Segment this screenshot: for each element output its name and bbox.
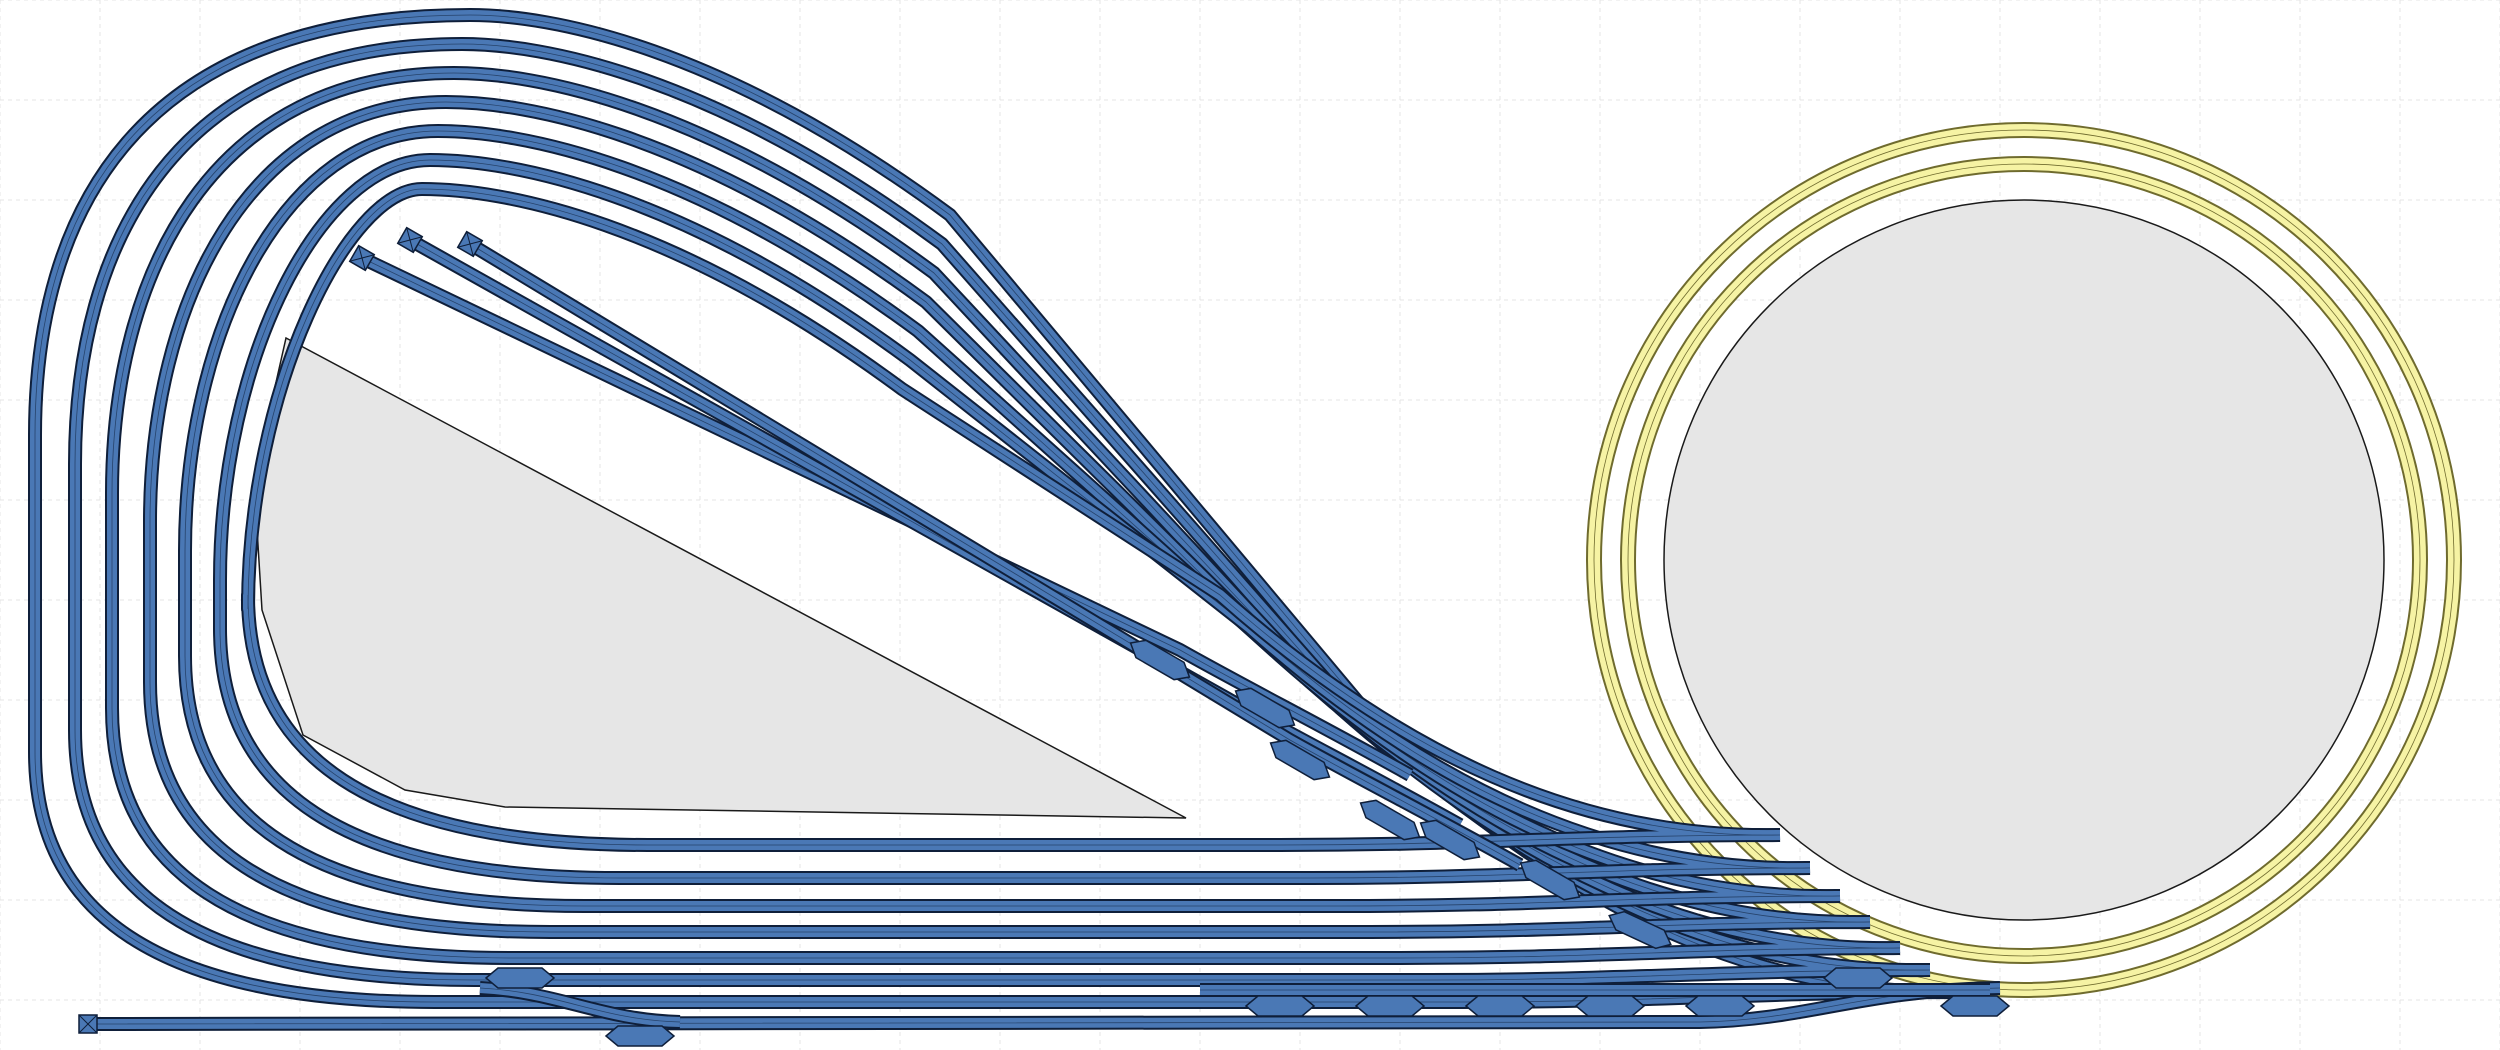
turnout — [1822, 967, 1894, 989]
buffer-stop — [396, 226, 424, 254]
turnout — [1519, 859, 1581, 901]
loop-ring-centerline — [1627, 163, 2421, 957]
turnout — [1574, 995, 1646, 1017]
fan-track — [241, 182, 1781, 852]
buffer-stop — [456, 230, 484, 258]
turnout — [1359, 799, 1421, 841]
buffer-stop — [78, 1014, 98, 1034]
turnout — [1244, 995, 1316, 1017]
round-platform — [1663, 199, 2385, 921]
turnout — [1608, 910, 1672, 950]
main-line — [81, 981, 2001, 1031]
fan-track — [213, 153, 1811, 885]
turnout — [484, 967, 556, 989]
buffer-stop — [348, 244, 376, 272]
turnout — [1354, 995, 1426, 1017]
turnout — [1419, 819, 1481, 861]
loop-ring-centerline — [1593, 129, 2455, 991]
turnout — [1684, 995, 1756, 1017]
turnout — [1269, 739, 1331, 781]
turnout — [1464, 995, 1536, 1017]
turnout — [1939, 995, 2011, 1017]
turnout — [604, 1025, 676, 1047]
crossover-track — [479, 981, 681, 1029]
turnout — [1129, 639, 1191, 681]
turnouts — [484, 639, 2011, 1047]
reversing-loop — [1586, 122, 2462, 998]
stub-track — [466, 238, 1524, 872]
turnout — [1234, 687, 1296, 729]
buffer-stops — [78, 226, 484, 1034]
